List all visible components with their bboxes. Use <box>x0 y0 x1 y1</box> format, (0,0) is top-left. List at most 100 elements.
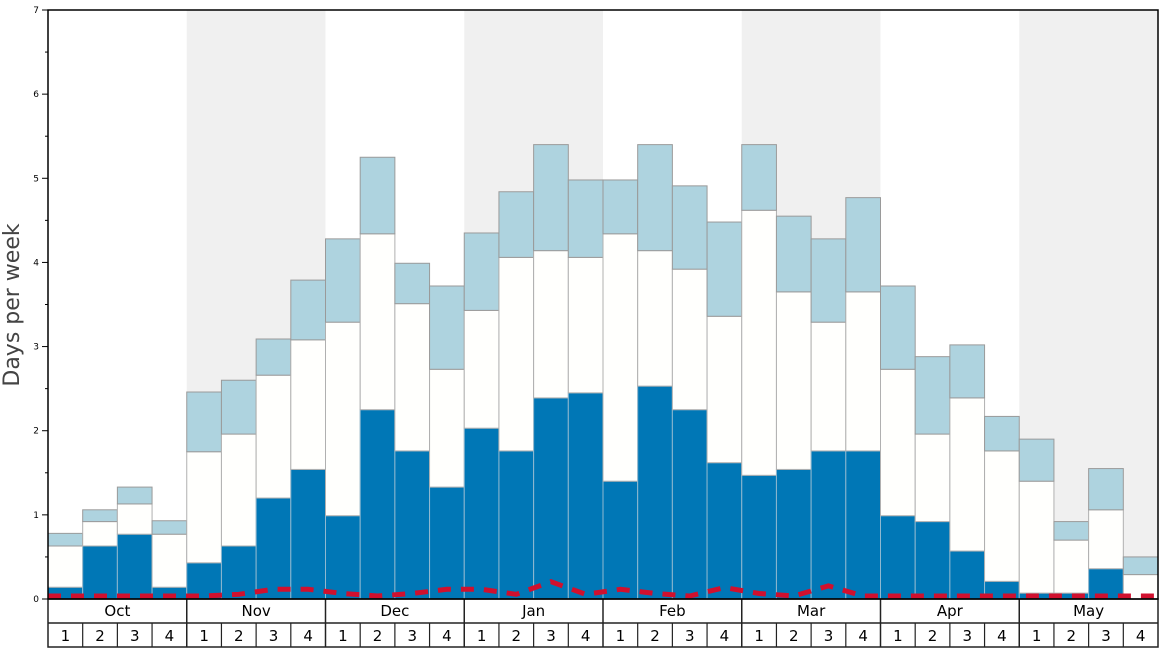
bar-segment-light <box>116 486 153 505</box>
bar-segment-light <box>1088 468 1124 511</box>
bar-segment-white <box>1018 480 1055 594</box>
bar-segment-dark <box>533 397 569 600</box>
y-tick-label: 3 <box>33 343 39 353</box>
bar-segment-dark <box>637 385 673 600</box>
bar-segment-dark <box>429 486 465 600</box>
week-label: 2 <box>789 627 799 645</box>
y-tick-label: 6 <box>33 90 39 100</box>
bar-segment-dark <box>359 409 396 600</box>
bar-segment-light <box>949 344 986 399</box>
bar-segment-light <box>151 520 188 535</box>
bar-segment-white <box>463 309 500 429</box>
week-label: 4 <box>1136 627 1146 645</box>
week-label: 1 <box>893 627 903 645</box>
week-label: 2 <box>1067 627 1077 645</box>
week-label: 1 <box>477 627 487 645</box>
week-label: 3 <box>130 627 140 645</box>
week-label: 2 <box>234 627 244 645</box>
bar-segment-dark <box>82 545 118 600</box>
bar-segment-light <box>671 185 708 270</box>
bar-segment-dark <box>741 474 777 600</box>
bar-segment-dark <box>706 462 743 600</box>
bar-segment-light <box>220 379 257 435</box>
bar-segment-white <box>290 339 326 470</box>
bar-segment-light <box>533 144 569 252</box>
bar-segment-white <box>186 451 222 564</box>
bar-segment-light <box>914 356 951 435</box>
bar-segment-light <box>186 391 222 453</box>
bar-segment-white <box>116 503 153 535</box>
bar-segment-white <box>255 374 292 499</box>
bar-segment-dark <box>949 550 986 600</box>
bar-segment-white <box>82 521 118 547</box>
dashed-line <box>48 579 1158 599</box>
week-label: 3 <box>407 627 417 645</box>
y-axis-label: Days per week <box>0 223 25 386</box>
bar-segment-dark <box>116 533 153 600</box>
bar-segment-white <box>359 233 396 411</box>
bar-segment-light <box>82 509 118 523</box>
bar-segment-dark <box>567 392 604 600</box>
bar-segment-white <box>220 433 257 547</box>
month-label-jan: Jan <box>521 602 545 620</box>
week-label: 4 <box>581 627 591 645</box>
week-label: 3 <box>1101 627 1111 645</box>
bar-segment-dark <box>394 450 431 600</box>
y-tick-label: 7 <box>33 6 39 16</box>
bar-segment-light <box>394 262 431 305</box>
bar-segment-light <box>290 279 326 341</box>
bar-segment-light <box>1018 438 1055 482</box>
y-tick-label: 1 <box>33 511 39 521</box>
week-label: 2 <box>95 627 105 645</box>
plot-border <box>47 9 1159 600</box>
bar-segment-light <box>880 285 916 370</box>
bar-segment-light <box>741 144 777 211</box>
bar-segment-dark <box>325 515 361 600</box>
month-label-apr: Apr <box>937 602 964 620</box>
month-label-oct: Oct <box>104 602 130 620</box>
bar-segment-light <box>567 179 604 258</box>
week-label: 4 <box>997 627 1007 645</box>
bar-segment-light <box>498 191 535 258</box>
week-label: 1 <box>199 627 209 645</box>
bar-segment-white <box>984 450 1020 582</box>
bar-segment-white <box>775 291 812 470</box>
bar-segment-white <box>914 433 951 523</box>
bar-segment-dark <box>220 545 257 600</box>
bar-segment-white <box>1053 539 1090 594</box>
y-tick-label: 4 <box>33 258 39 268</box>
bar-segment-light <box>1122 556 1159 576</box>
bar-segment-light <box>1053 521 1090 541</box>
bar-segment-light <box>429 285 465 370</box>
bar-segment-light <box>325 238 361 323</box>
bar-segment-white <box>325 321 361 517</box>
bar-segment-white <box>671 268 708 411</box>
bar-segment-dark <box>671 409 708 600</box>
bar-segment-white <box>741 209 777 476</box>
bar-segment-light <box>845 197 881 293</box>
bar-segment-white <box>845 291 881 452</box>
bar-segment-white <box>810 321 847 452</box>
bar-segment-white <box>567 256 604 394</box>
bar-segment-dark <box>810 450 847 600</box>
y-tick-label: 2 <box>33 427 39 437</box>
bar-segment-white <box>47 545 84 588</box>
bar-segment-white <box>429 368 465 488</box>
bar-segment-dark <box>914 521 951 600</box>
bar-segment-white <box>706 315 743 464</box>
bar-segment-light <box>359 156 396 235</box>
month-label-feb: Feb <box>659 602 686 620</box>
month-label-dec: Dec <box>380 602 409 620</box>
y-tick-label: 0 <box>33 595 39 605</box>
bar-segment-white <box>1088 509 1124 570</box>
bar-segment-light <box>602 179 639 235</box>
bar-segment-white <box>880 368 916 517</box>
week-label: 3 <box>824 627 834 645</box>
bar-segment-dark <box>498 450 535 600</box>
bar-segment-white <box>533 250 569 399</box>
bar-segment-light <box>706 221 743 317</box>
bar-segment-light <box>637 144 673 252</box>
bar-segment-light <box>463 232 500 311</box>
week-label: 2 <box>373 627 383 645</box>
bar-segment-light <box>810 238 847 323</box>
